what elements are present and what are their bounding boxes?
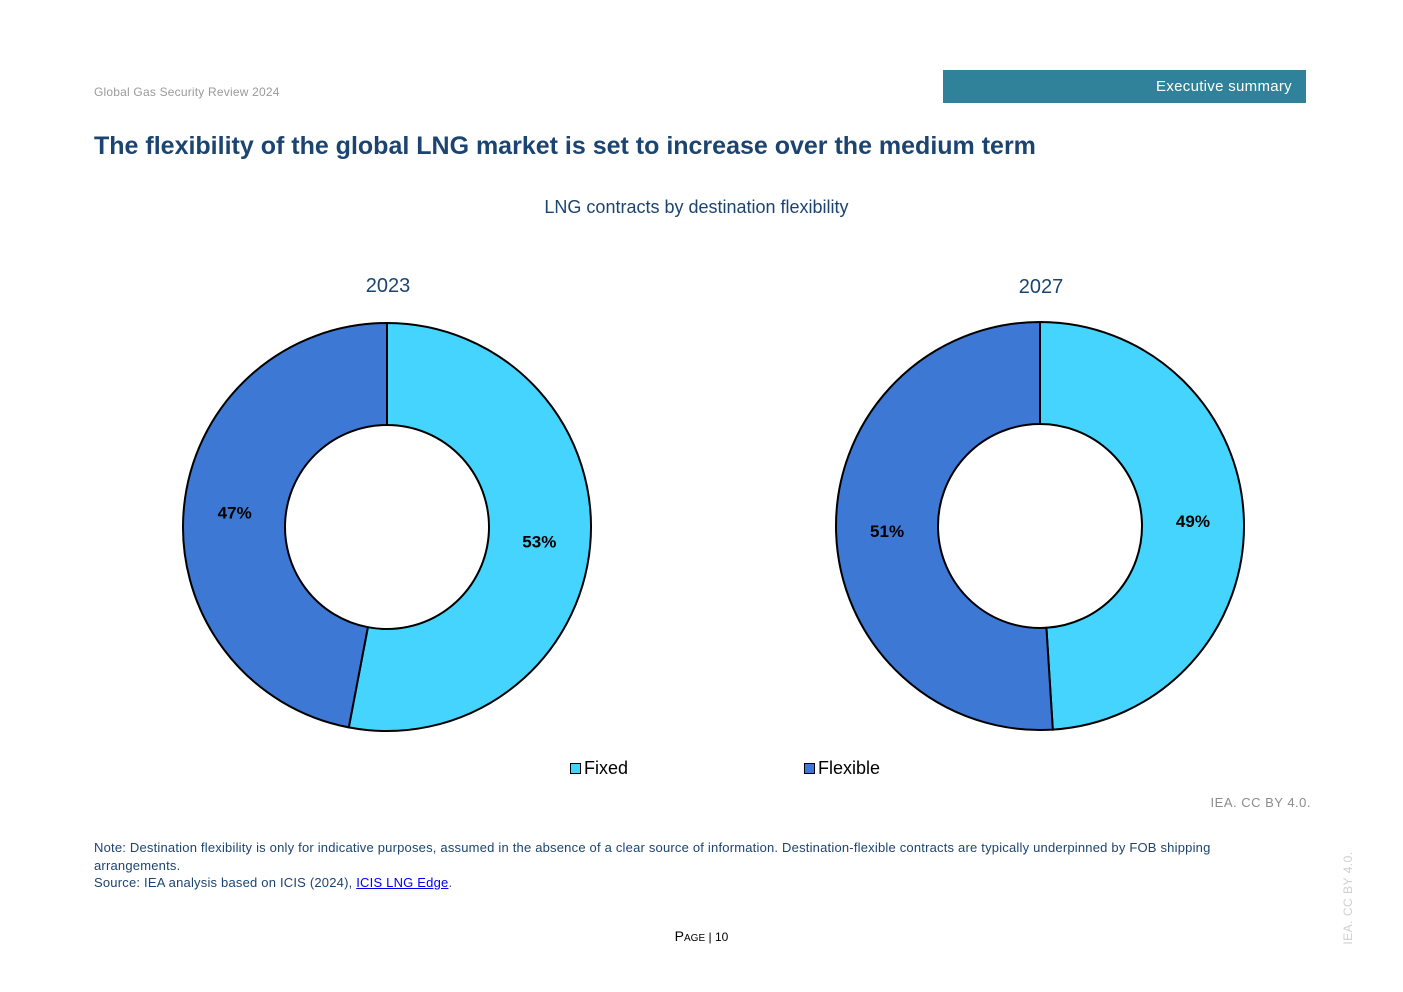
side-credit: IEA. CC BY 4.0. (1341, 851, 1355, 945)
data-label-2027-fixed: 49% (1176, 512, 1210, 531)
chart-title: LNG contracts by destination flexibility (544, 197, 849, 217)
legend-swatch-flexible (804, 763, 815, 774)
page-number: Page | 10 (0, 928, 1403, 944)
source-prefix: Source: IEA analysis based on ICIS (2024… (94, 875, 357, 890)
page-word: Page (674, 928, 706, 944)
data-label-2023-fixed: 53% (522, 532, 556, 551)
chart-year-title-2027: 2027 (1019, 276, 1064, 298)
notes: Note: Destination flexibility is only fo… (94, 839, 1294, 892)
legend-label-fixed: Fixed (584, 758, 629, 778)
legend-swatch-fixed (570, 763, 581, 774)
source-line: Source: IEA analysis based on ICIS (2024… (94, 874, 1294, 892)
note-text: Note: Destination flexibility is only fo… (94, 840, 1211, 873)
data-label-2027-flexible: 51% (870, 522, 904, 541)
donut-chart-2023: 53% 47% 2023 (182, 275, 592, 732)
slice-2027-fixed (1039, 320, 1245, 731)
legend-label-flexible: Flexible (818, 758, 881, 778)
donut-chart-2027: 49% 51% 2027 (834, 276, 1245, 731)
chart-year-title-2023: 2023 (366, 275, 411, 297)
legend-item-flexible: Flexible (804, 758, 880, 779)
slice-2023-flexible (182, 321, 388, 729)
section-label: Executive summary (943, 70, 1306, 103)
source-link[interactable]: ICIS LNG Edge (356, 875, 449, 890)
data-label-2023-flexible: 47% (218, 504, 252, 523)
source-suffix: . (448, 875, 453, 890)
legend-item-fixed: Fixed (570, 758, 628, 779)
page-number-value: 10 (714, 930, 729, 944)
report-name: Global Gas Security Review 2024 (94, 85, 280, 99)
chart-credit: IEA. CC BY 4.0. (1210, 795, 1311, 810)
page-separator: | (708, 930, 712, 944)
slice-2027-flexible (834, 320, 1054, 731)
page-title: The flexibility of the global LNG market… (94, 132, 1036, 160)
slice-2023-fixed (347, 321, 592, 732)
